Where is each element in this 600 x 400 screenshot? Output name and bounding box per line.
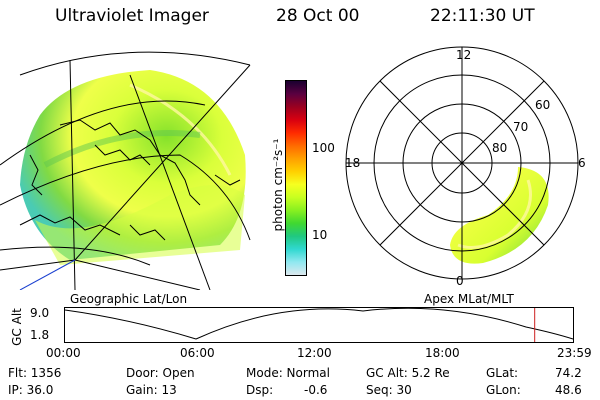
alt-ylabel: GC Alt xyxy=(10,308,24,346)
mode-info: Mode: Normal xyxy=(246,366,330,380)
glon-value: 48.6 xyxy=(555,383,582,397)
colorbar-gradient xyxy=(286,81,306,275)
alt-xtick-1800: 18:00 xyxy=(425,346,460,360)
geographic-label: Geographic Lat/Lon xyxy=(70,292,188,306)
gc-alt-info: GC Alt: 5.2 Re xyxy=(366,366,450,380)
mlt-label-0: 0 xyxy=(456,274,464,288)
ip-info: IP: 36.0 xyxy=(8,383,54,397)
lat-label-80: 80 xyxy=(492,141,508,155)
colorbar-tick-10: 10 xyxy=(312,228,328,242)
alt-xtick-0000: 00:00 xyxy=(46,346,81,360)
mlt-label-12: 12 xyxy=(456,48,472,62)
colorbar xyxy=(285,80,307,276)
apex-label: Apex MLat/MLT xyxy=(424,292,514,306)
altitude-plot xyxy=(64,307,574,343)
date-label: 28 Oct 00 xyxy=(276,6,360,26)
alt-ytick-max: 9.0 xyxy=(30,306,50,320)
mlt-label-18: 18 xyxy=(345,156,361,170)
seq-info: Seq: 30 xyxy=(366,383,412,397)
alt-xtick-2359: 23:59 xyxy=(557,346,592,360)
geographic-image-panel xyxy=(0,51,251,290)
glon-label: GLon: xyxy=(486,383,521,397)
glat-value: 74.2 xyxy=(555,366,582,380)
dsp-value: -0.6 xyxy=(304,383,328,397)
glat-label: GLat: xyxy=(486,366,519,380)
alt-xtick-1200: 12:00 xyxy=(297,346,332,360)
mlt-label-6: 6 xyxy=(578,156,586,170)
polar-panel xyxy=(345,46,579,280)
flight-info: Flt: 1356 xyxy=(8,366,62,380)
lat-label-60: 60 xyxy=(535,98,551,112)
time-label: 22:11:30 UT xyxy=(430,6,535,26)
alt-ytick-min: 1.8 xyxy=(30,328,50,342)
door-info: Door: Open xyxy=(126,366,195,380)
colorbar-tick-100: 100 xyxy=(312,141,335,155)
colorbar-unit-label: photon cm⁻²s⁻¹ xyxy=(271,138,285,232)
alt-xtick-0600: 06:00 xyxy=(180,346,215,360)
lat-label-70: 70 xyxy=(513,120,529,134)
gain-info: Gain: 13 xyxy=(126,383,177,397)
app-title: Ultraviolet Imager xyxy=(55,6,209,26)
dsp-label: Dsp: xyxy=(246,383,274,397)
